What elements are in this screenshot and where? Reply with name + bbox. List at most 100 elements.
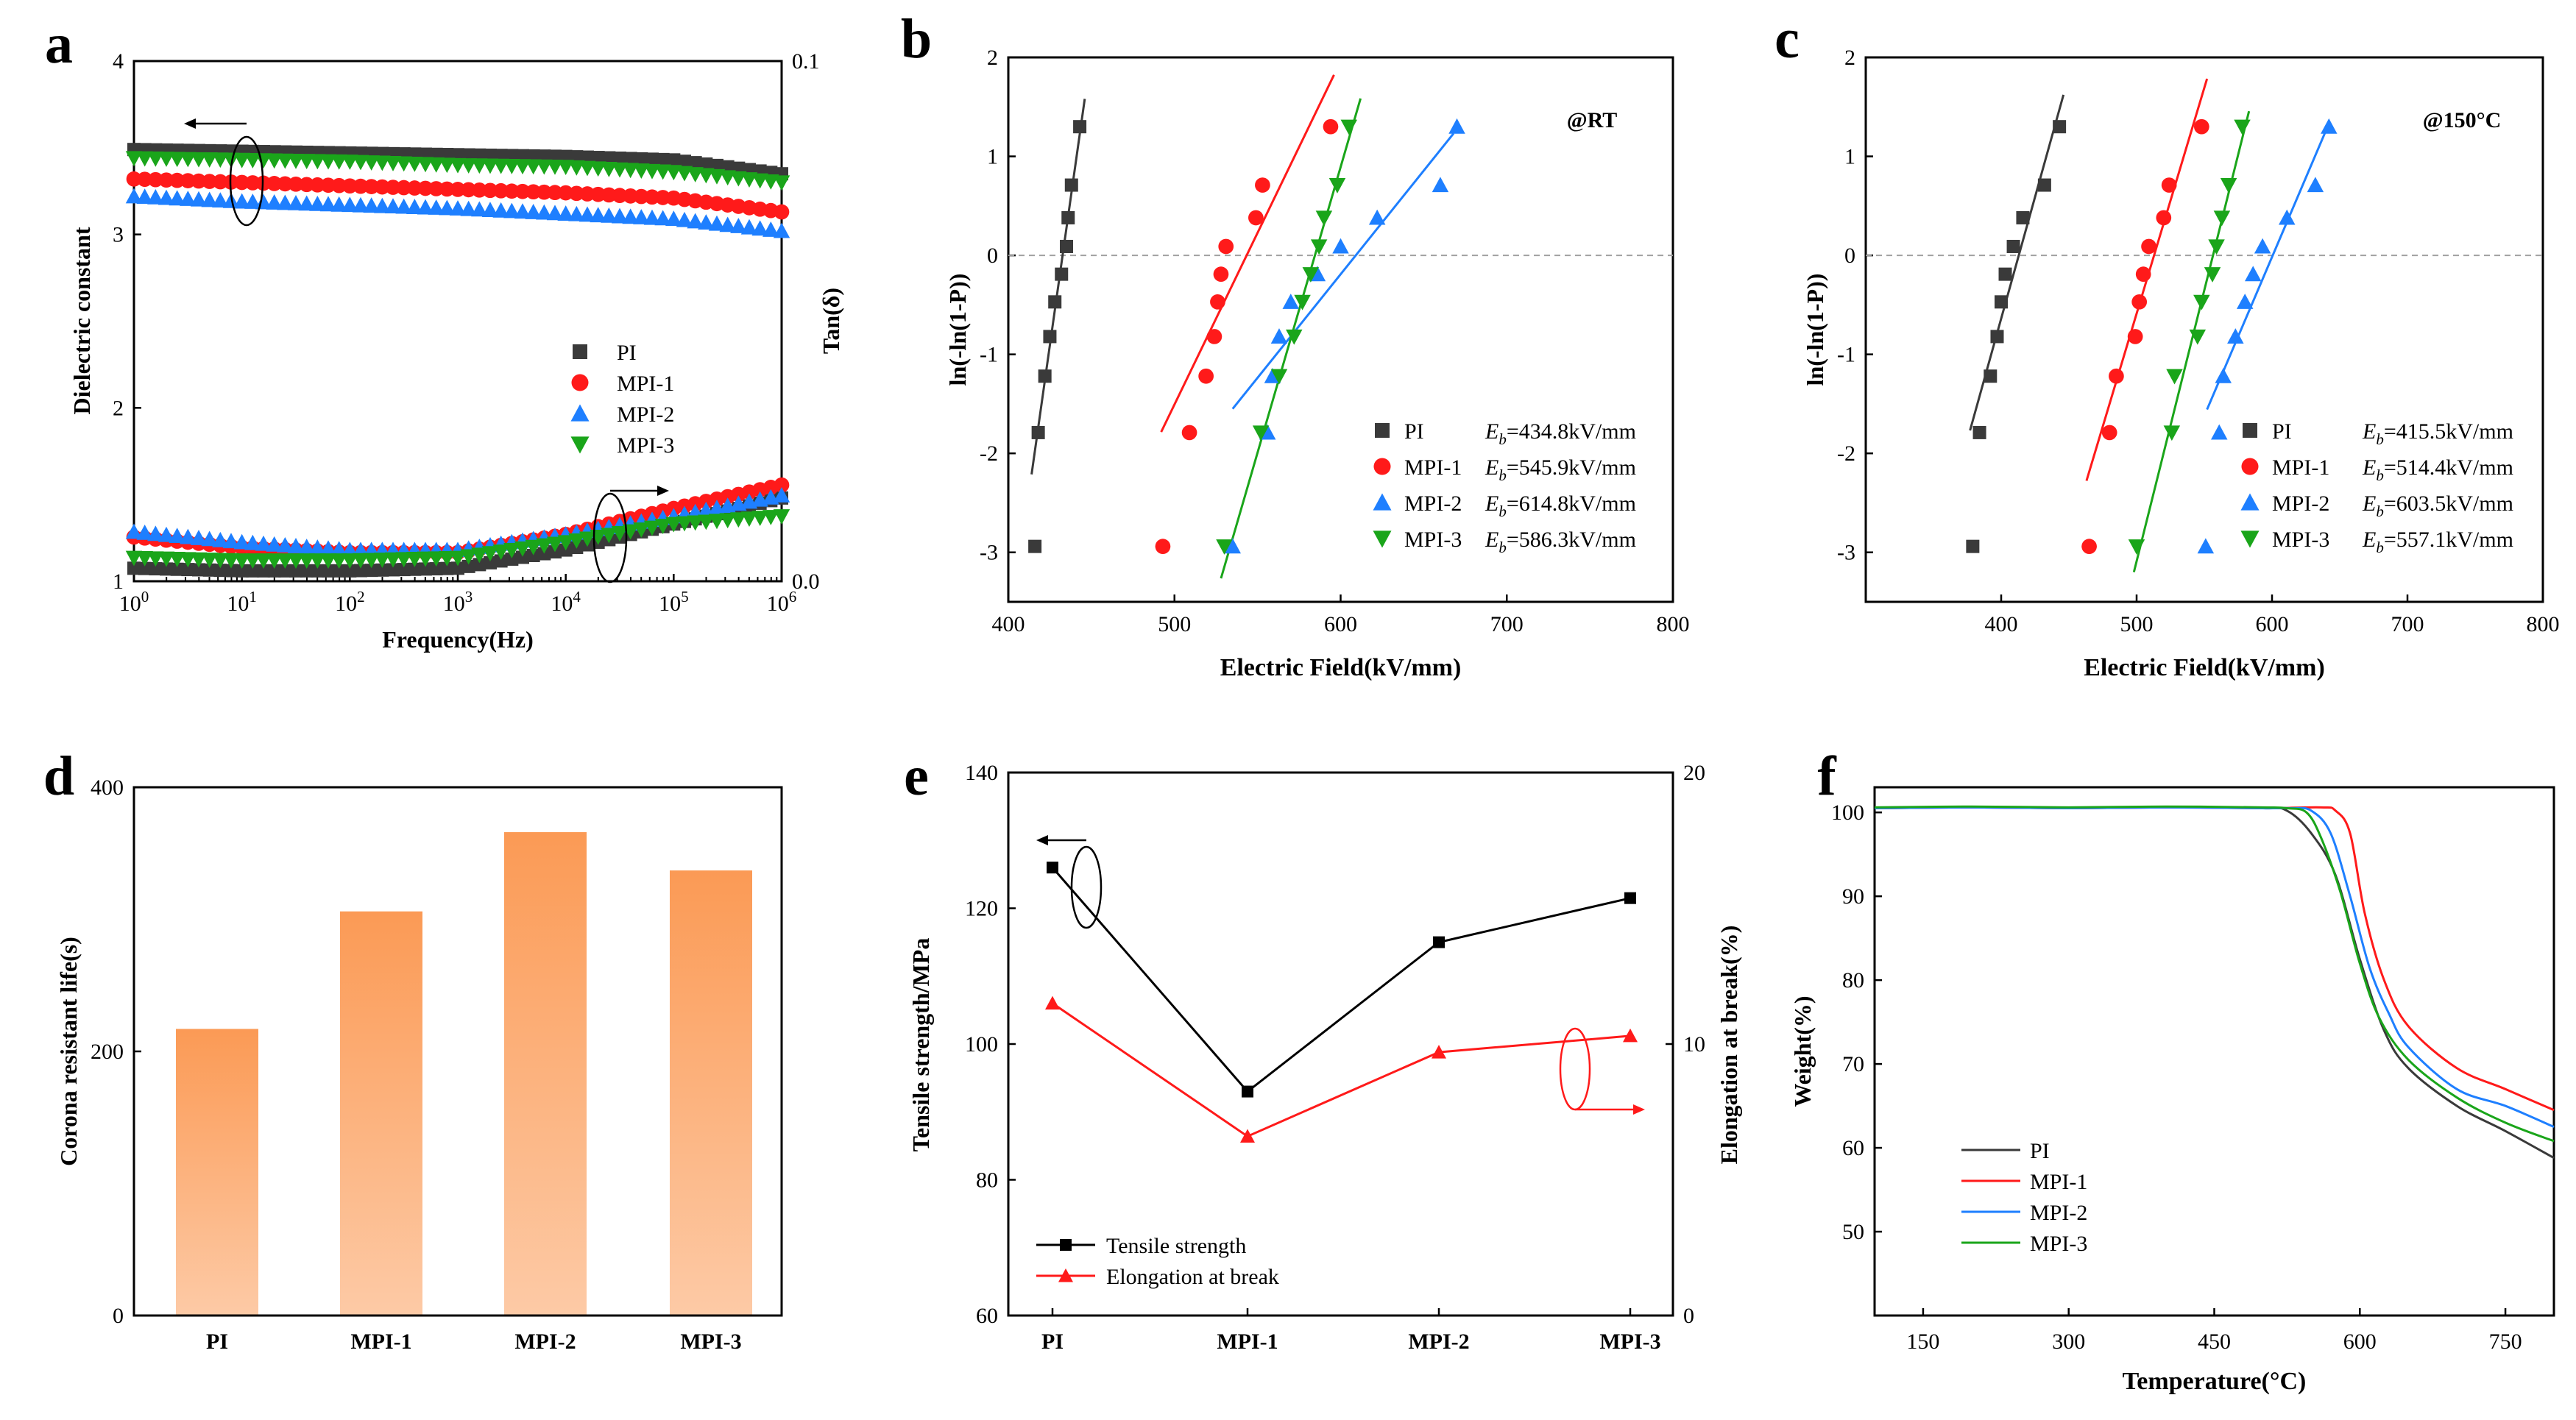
data-point-pi [1043, 330, 1057, 344]
data-point-mpi-2 [158, 526, 175, 542]
data-point-pi [213, 564, 227, 578]
data-point-mpi-1 [450, 182, 466, 197]
data-point-pi [494, 554, 508, 568]
legend-label: PI [1404, 419, 1424, 444]
data-point-mpi-1 [202, 174, 218, 189]
x-tick-label: 106 [767, 588, 797, 616]
data-point-mpi-3 [428, 157, 445, 173]
data-point-mpi-3 [503, 159, 520, 174]
data-point-mpi-3 [374, 155, 391, 171]
data-point-mpi-1 [536, 184, 552, 200]
data-point-pi [408, 562, 422, 576]
data-point-mpi-2 [546, 205, 564, 221]
data-point-mpi-2 [676, 211, 693, 227]
data-point-mpi-3 [395, 156, 412, 172]
data-point-mpi-3 [2220, 178, 2237, 194]
fit-line-pi [1030, 99, 1086, 475]
data-point-mpi-3 [676, 516, 693, 532]
x-tick-label: 600 [2343, 1330, 2377, 1354]
data-point-pi [170, 562, 184, 576]
data-point-pi [149, 562, 163, 576]
data-point-mpi-3 [406, 156, 423, 172]
x-tick-label: 450 [2198, 1330, 2231, 1354]
data-point-mpi-3 [719, 513, 736, 529]
data-point-mpi-3 [266, 153, 283, 169]
data-point-pi [1972, 425, 1986, 439]
data-point-mpi-3 [190, 552, 208, 568]
data-point-mpi-1 [158, 172, 174, 188]
data-point-pi [613, 151, 626, 165]
data-point-mpi-2 [374, 197, 391, 213]
axis-indicator-ellipse [1070, 845, 1103, 929]
data-point-mpi-2 [147, 525, 164, 542]
data-point-pi [267, 564, 281, 578]
legend-label: MPI-2 [1404, 491, 1462, 516]
data-point-mpi-2 [298, 539, 315, 554]
data-point-pi [224, 564, 238, 578]
data-point-mpi-2 [2244, 266, 2262, 282]
x-tick-label: 800 [1657, 612, 1690, 636]
data-point-mpi-3 [449, 550, 467, 567]
data-point-mpi-1 [590, 186, 606, 202]
data-point-mpi-2 [2210, 424, 2228, 440]
y-tick-label: 90 [1842, 884, 1864, 909]
data-point-mpi-1 [147, 171, 163, 188]
data-point-mpi-1 [482, 182, 498, 199]
data-point-mpi-3 [2204, 267, 2221, 283]
data-point-mpi-2 [492, 202, 509, 218]
data-point-mpi-2 [244, 194, 261, 209]
data-point-pi [602, 151, 616, 165]
data-point-mpi-3 [708, 514, 726, 530]
data-point-mpi-3 [536, 538, 553, 554]
legend-marker [2240, 530, 2260, 548]
x-tick-label: 700 [1490, 612, 1524, 636]
y-tick-label: -2 [1837, 441, 1855, 466]
panel-f: f 150 300 450 600 750 50 60 70 80 90 100 Temperature… [1789, 745, 2555, 1395]
panel-d: d 0 200 400 PI MPI-1 MPI-2 MPI-3 Corona resistan… [43, 745, 783, 1354]
x-axis-title: Electric Field(kV/mm) [1220, 654, 1462, 681]
data-point-mpi-2 [708, 215, 726, 231]
data-point-mpi-2 [751, 220, 768, 236]
data-point-mpi-3 [2234, 119, 2251, 135]
legend-eb-value: Eb=514.4kV/mm [2362, 455, 2513, 484]
panel-label-d: d [43, 745, 74, 807]
data-point-pi [484, 555, 497, 569]
y-axis-title: ln(-ln(1-P)) [1802, 274, 1828, 386]
data-point-mpi-3 [449, 157, 467, 174]
data-point-mpi-3 [180, 152, 197, 168]
data-point-mpi-3 [1310, 239, 1328, 255]
data-point-mpi-2 [169, 528, 185, 544]
x-axis-title: Frequency(Hz) [382, 626, 534, 653]
data-point-mpi-3 [428, 551, 445, 567]
data-point-mpi-2 [136, 524, 153, 540]
data-point-mpi-3 [665, 516, 682, 533]
data-point-mpi-2 [2236, 294, 2254, 309]
legend-eb-value: Eb=614.8kV/mm [1485, 491, 1636, 520]
bar-mpi-2 [504, 832, 587, 1316]
data-point-mpi-2 [233, 533, 250, 550]
data-point-mpi-2 [395, 198, 412, 214]
data-point-mpi-3 [330, 553, 347, 569]
data-point-mpi-1 [191, 173, 207, 189]
data-point-mpi-2 [568, 205, 585, 221]
data-point-mpi-2 [633, 209, 650, 224]
data-point-mpi-3 [298, 154, 315, 169]
data-point-mpi-3 [417, 157, 434, 173]
data-point-mpi-2 [1432, 177, 1449, 193]
data-point-mpi-2 [2197, 538, 2215, 554]
data-point-mpi-3 [233, 152, 250, 168]
data-point-pi [364, 564, 378, 578]
y-tick-label: 1 [1844, 145, 1855, 169]
data-point-mpi-2 [611, 207, 629, 224]
data-point-mpi-1 [244, 175, 261, 191]
data-point-mpi-2 [158, 189, 175, 205]
legend-label: PI [617, 341, 637, 365]
data-point-mpi-1 [396, 180, 412, 196]
data-point-mpi-2 [266, 194, 283, 210]
panel-label-f: f [1817, 745, 1837, 807]
data-point-mpi-2 [698, 214, 715, 230]
data-point-pi [2016, 210, 2030, 224]
data-point-mpi-2 [342, 196, 358, 213]
data-point-mpi-3 [352, 155, 369, 171]
